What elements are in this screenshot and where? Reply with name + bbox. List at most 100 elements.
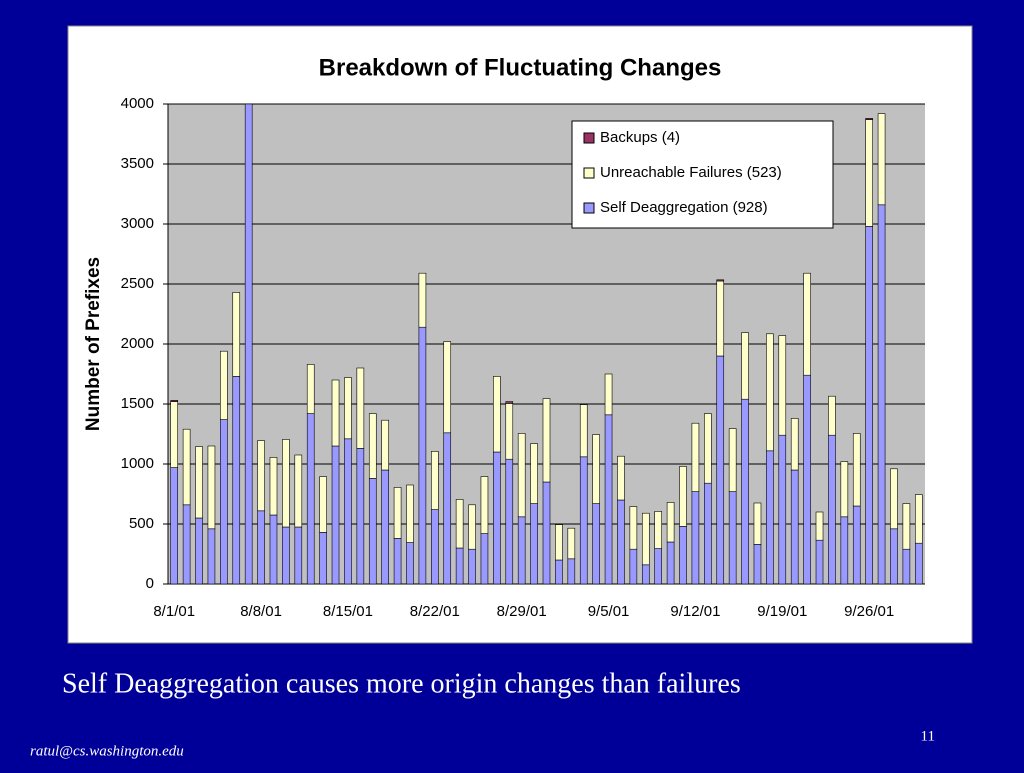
bar-segment xyxy=(579,404,588,458)
bar-segment xyxy=(877,204,886,585)
bar-segment xyxy=(393,538,402,585)
bar-segment xyxy=(232,292,241,377)
x-tick-label: 8/22/01 xyxy=(410,603,460,620)
bar-segment xyxy=(902,503,911,550)
bar-segment xyxy=(468,548,476,585)
bar-segment xyxy=(381,419,389,471)
x-tick-label: 9/12/01 xyxy=(670,603,720,620)
bar-segment xyxy=(517,433,526,518)
y-axis-label: Number of Prefixes xyxy=(83,257,104,431)
bar-segment xyxy=(741,332,749,400)
chart-title: Breakdown of Fluctuating Changes xyxy=(319,54,722,81)
bar-segment xyxy=(741,398,749,585)
bar-segment xyxy=(269,514,278,585)
bar-segment xyxy=(493,451,501,585)
bar-segment xyxy=(803,272,811,376)
bar-segment xyxy=(865,226,873,585)
bar-segment xyxy=(790,469,799,585)
bar-segment xyxy=(877,113,886,206)
bar-segment xyxy=(803,374,811,585)
bar-segment xyxy=(641,564,650,585)
bar-segment xyxy=(418,272,427,328)
legend-label: Backups (4) xyxy=(600,129,680,146)
bar-segment xyxy=(170,401,179,468)
y-tick-label: 1500 xyxy=(121,395,154,412)
x-tick-label: 8/29/01 xyxy=(497,603,547,620)
bar-segment xyxy=(356,367,365,449)
bar-segment xyxy=(691,491,700,585)
bar-segment xyxy=(604,414,613,585)
bar-segment xyxy=(766,450,774,585)
legend-swatch xyxy=(583,132,595,144)
bar-segment xyxy=(344,377,352,440)
bar-segment xyxy=(778,335,787,436)
bar-segment xyxy=(691,422,700,492)
bar-segment xyxy=(666,541,675,585)
bar-segment xyxy=(555,559,563,585)
bar-segment xyxy=(679,526,687,585)
bar-segment xyxy=(170,400,179,402)
bar-segment xyxy=(257,440,265,512)
bar-segment xyxy=(319,476,327,533)
bar-segment xyxy=(617,499,625,585)
bar-segment xyxy=(828,434,836,585)
bar-segment xyxy=(505,401,514,404)
bar-segment xyxy=(220,350,228,420)
legend-swatch xyxy=(583,167,595,179)
caption: Self Deaggregation causes more origin ch… xyxy=(62,668,741,699)
bar-segment xyxy=(306,364,315,414)
bar-segment xyxy=(393,487,402,539)
bar-segment xyxy=(852,505,861,585)
bar-segment xyxy=(170,467,179,585)
bar-segment xyxy=(555,524,563,561)
bar-segment xyxy=(480,533,489,585)
legend-swatch xyxy=(583,202,595,214)
bar-segment xyxy=(455,499,464,549)
bar-segment xyxy=(331,379,340,447)
bar-segment xyxy=(505,403,514,460)
bar-segment xyxy=(468,504,476,550)
bar-segment xyxy=(195,446,203,519)
bar-segment xyxy=(753,502,762,545)
bar-segment xyxy=(592,503,600,585)
bar-segment xyxy=(282,439,290,528)
bar-segment xyxy=(679,466,687,527)
bar-segment xyxy=(542,398,551,483)
y-tick-label: 4000 xyxy=(121,95,154,112)
y-tick-label: 500 xyxy=(129,515,154,532)
bar-segment xyxy=(443,341,452,434)
bar-segment xyxy=(182,428,191,506)
bar-segment xyxy=(431,451,439,510)
bar-segment xyxy=(530,443,538,504)
bar-segment xyxy=(406,542,414,585)
x-tick-label: 8/8/01 xyxy=(240,603,282,620)
bar-segment xyxy=(505,458,514,585)
bar-segment xyxy=(890,528,898,585)
y-tick-label: 3000 xyxy=(121,215,154,232)
bar-segment xyxy=(728,428,737,492)
bar-segment xyxy=(753,544,762,585)
bar-segment xyxy=(728,491,737,585)
bar-segment xyxy=(641,512,650,566)
bar-segment xyxy=(368,413,377,479)
x-tick-label: 9/26/01 xyxy=(844,603,894,620)
bar-segment xyxy=(902,548,911,585)
bar-segment xyxy=(890,468,898,530)
bar-segment xyxy=(368,478,377,585)
bar-segment xyxy=(443,432,452,585)
bar-segment xyxy=(431,509,439,585)
bar-segment xyxy=(356,448,365,585)
bar-segment xyxy=(790,418,799,471)
bar-segment xyxy=(592,434,600,504)
bar-segment xyxy=(604,373,613,416)
bar-segment xyxy=(840,461,849,518)
bar-segment xyxy=(778,434,787,585)
bar-segment xyxy=(406,484,414,543)
bar-segment xyxy=(381,469,389,585)
bar-segment xyxy=(493,376,501,453)
bar-segment xyxy=(294,526,303,585)
bar-segment xyxy=(629,548,638,585)
y-tick-label: 3500 xyxy=(121,155,154,172)
